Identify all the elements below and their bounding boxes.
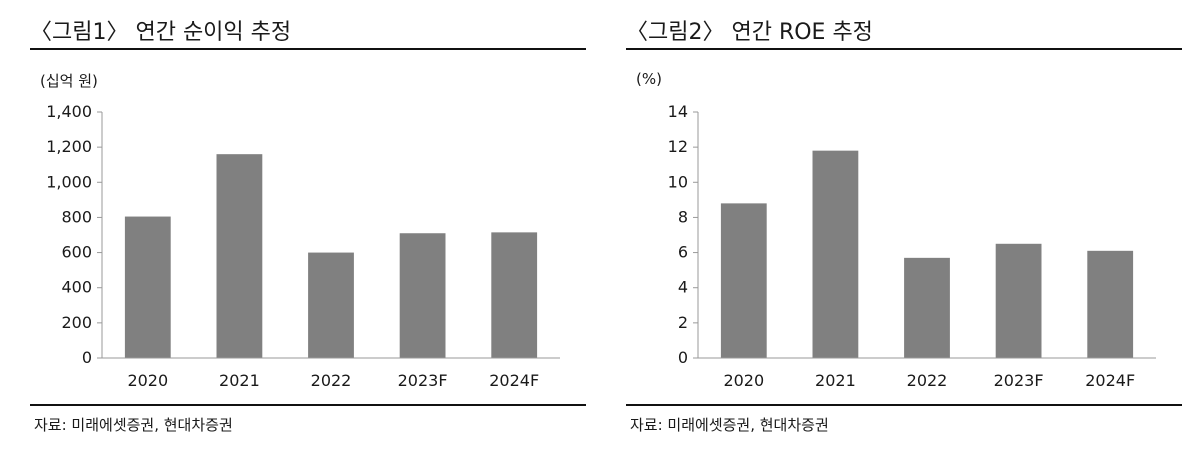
y-tick-label: 0 bbox=[82, 348, 92, 367]
bar-2020 bbox=[124, 216, 171, 358]
y-tick-label: 8 bbox=[678, 207, 688, 226]
bar-2024F bbox=[491, 232, 538, 358]
x-tick-label: 2021 bbox=[219, 371, 260, 390]
unit-label: (%) bbox=[636, 70, 662, 88]
y-tick-label: 600 bbox=[61, 243, 92, 262]
y-tick-label: 200 bbox=[61, 313, 92, 332]
y-tick-label: 1,000 bbox=[46, 172, 92, 191]
x-tick-label: 2024F bbox=[489, 371, 539, 390]
x-tick-label: 2022 bbox=[311, 371, 352, 390]
unit-label: (십억 원) bbox=[40, 72, 98, 90]
source-note: 자료: 미래에셋증권, 현대차증권 bbox=[630, 416, 829, 434]
y-tick-label: 1,400 bbox=[46, 102, 92, 121]
x-tick-label: 2020 bbox=[127, 371, 168, 390]
bar-2021 bbox=[216, 154, 263, 358]
chart-title: 〈그림1〉 연간 순이익 추정 bbox=[30, 20, 292, 45]
y-tick-label: 12 bbox=[668, 137, 688, 156]
y-tick-label: 1,200 bbox=[46, 137, 92, 156]
x-tick-label: 2022 bbox=[907, 371, 948, 390]
bar-2023F bbox=[995, 243, 1042, 358]
y-tick-label: 400 bbox=[61, 278, 92, 297]
y-tick-label: 2 bbox=[678, 313, 688, 332]
net-income-chart-panel: 〈그림1〉 연간 순이익 추정 (십억 원) 0 200 400 600 800 1,00… bbox=[8, 0, 586, 450]
bar-2020 bbox=[720, 203, 767, 358]
source-rule bbox=[626, 404, 1182, 406]
bar-2021 bbox=[812, 150, 859, 358]
bar-2022 bbox=[904, 257, 950, 358]
x-tick-label: 2024F bbox=[1085, 371, 1135, 390]
x-tick-label: 2023F bbox=[994, 371, 1044, 390]
chart-title: 〈그림2〉 연간 ROE 추정 bbox=[626, 20, 873, 45]
title-rule bbox=[626, 48, 1182, 50]
title-rule bbox=[30, 48, 586, 50]
net-income-bar-chart: 0 200 400 600 800 1,000 1,200 1,400 2020 2021 2022… bbox=[46, 102, 560, 390]
bar-2023F bbox=[399, 233, 446, 358]
y-tick-label: 0 bbox=[678, 348, 688, 367]
bar-2022 bbox=[308, 252, 354, 358]
y-tick-label: 6 bbox=[678, 243, 688, 262]
roe-bar-chart: 0 2 4 6 8 10 12 14 2020 2021 2022 2023F 2024F bbox=[668, 102, 1156, 390]
x-tick-label: 2023F bbox=[398, 371, 448, 390]
y-tick-label: 800 bbox=[61, 207, 92, 226]
y-tick-label: 14 bbox=[668, 102, 688, 121]
x-tick-label: 2021 bbox=[815, 371, 856, 390]
x-tick-label: 2020 bbox=[723, 371, 764, 390]
bar-2024F bbox=[1087, 250, 1134, 358]
y-tick-label: 4 bbox=[678, 278, 688, 297]
roe-chart-panel: 〈그림2〉 연간 ROE 추정 (%) 0 2 4 6 8 10 12 14 2020 2021 2… bbox=[604, 0, 1182, 450]
source-rule bbox=[30, 404, 586, 406]
y-tick-label: 10 bbox=[668, 172, 688, 191]
source-note: 자료: 미래에셋증권, 현대차증권 bbox=[34, 416, 233, 434]
